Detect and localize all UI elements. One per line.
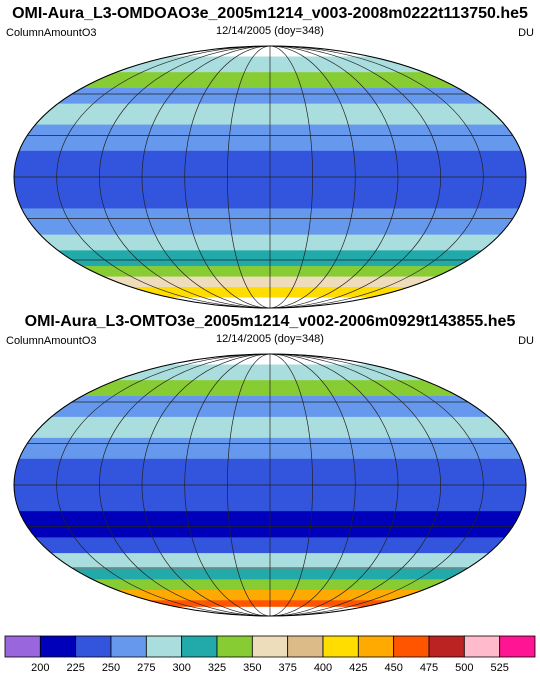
map-panel: OMI-Aura_L3-OMTO3e_2005m1214_v002-2006m0…: [6, 313, 534, 617]
colorbar-box: [499, 635, 536, 658]
map-outline: [13, 353, 527, 617]
colorbar-box: [357, 635, 395, 658]
map-panel: OMI-Aura_L3-OMDOAO3e_2005m1214_v003-2008…: [6, 5, 534, 309]
date-label: 12/14/2005 (doy=348): [216, 25, 324, 37]
colorbar-label: 275: [137, 662, 155, 674]
colorbar-box: [393, 635, 430, 658]
variable-name: ColumnAmountO3: [6, 335, 97, 347]
panel-title: OMI-Aura_L3-OMDOAO3e_2005m1214_v003-2008…: [12, 5, 528, 22]
colorbar-box: [110, 635, 147, 658]
colorbar-label: 350: [243, 662, 261, 674]
colorbar: 200 225 250 275 300 325 350 375 400 425 450 475 500 5…: [4, 635, 536, 674]
variable-name: ColumnAmountO3: [6, 27, 97, 39]
units-label: DU: [518, 27, 534, 39]
map: [14, 354, 526, 616]
colorbar-label: 450: [384, 662, 402, 674]
colorbar-label: 250: [102, 662, 120, 674]
colorbar-label: 425: [349, 662, 367, 674]
colorbar-label: 400: [314, 662, 332, 674]
colorbar-box: [181, 635, 218, 658]
colorbar-label: 325: [208, 662, 226, 674]
colorbar-box: [428, 635, 465, 658]
colorbar-box: [251, 635, 289, 658]
colorbar-box: [4, 635, 41, 658]
colorbar-label: 475: [420, 662, 438, 674]
colorbar-box: [322, 635, 359, 658]
colorbar-box: [145, 635, 183, 658]
colorbar-label: 200: [31, 662, 49, 674]
colorbar-label: 500: [455, 662, 473, 674]
map-outline: [13, 45, 527, 309]
units-label: DU: [518, 335, 534, 347]
colorbar-box: [216, 635, 253, 658]
map: [14, 46, 526, 308]
colorbar-box: [75, 635, 112, 658]
colorbar-label: 375: [278, 662, 296, 674]
colorbar-label: 225: [66, 662, 84, 674]
panel-title: OMI-Aura_L3-OMTO3e_2005m1214_v002-2006m0…: [25, 313, 516, 330]
date-label: 12/14/2005 (doy=348): [216, 333, 324, 345]
colorbar-box: [463, 635, 501, 658]
colorbar-label: 300: [172, 662, 190, 674]
colorbar-box: [287, 635, 324, 658]
colorbar-label: 525: [490, 662, 508, 674]
colorbar-box: [39, 635, 77, 658]
